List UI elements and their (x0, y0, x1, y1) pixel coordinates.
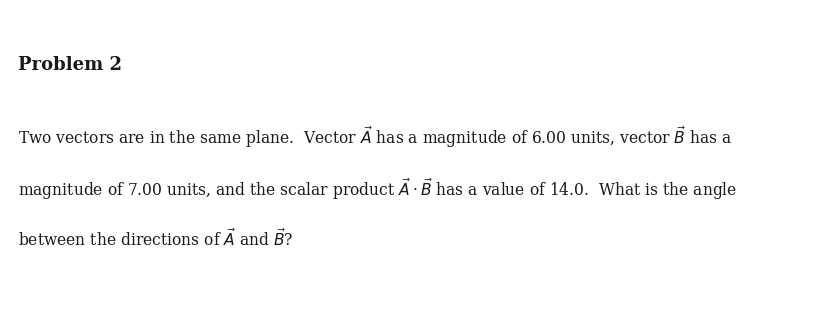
Text: Two vectors are in the same plane.  Vector $\vec{A}$ has a magnitude of 6.00 uni: Two vectors are in the same plane. Vecto… (17, 125, 732, 150)
Text: between the directions of $\vec{A}$ and $\vec{B}$?: between the directions of $\vec{A}$ and … (17, 228, 293, 250)
Text: magnitude of 7.00 units, and the scalar product $\vec{A} \cdot \vec{B}$ has a va: magnitude of 7.00 units, and the scalar … (17, 177, 737, 202)
Text: Problem 2: Problem 2 (17, 56, 122, 74)
